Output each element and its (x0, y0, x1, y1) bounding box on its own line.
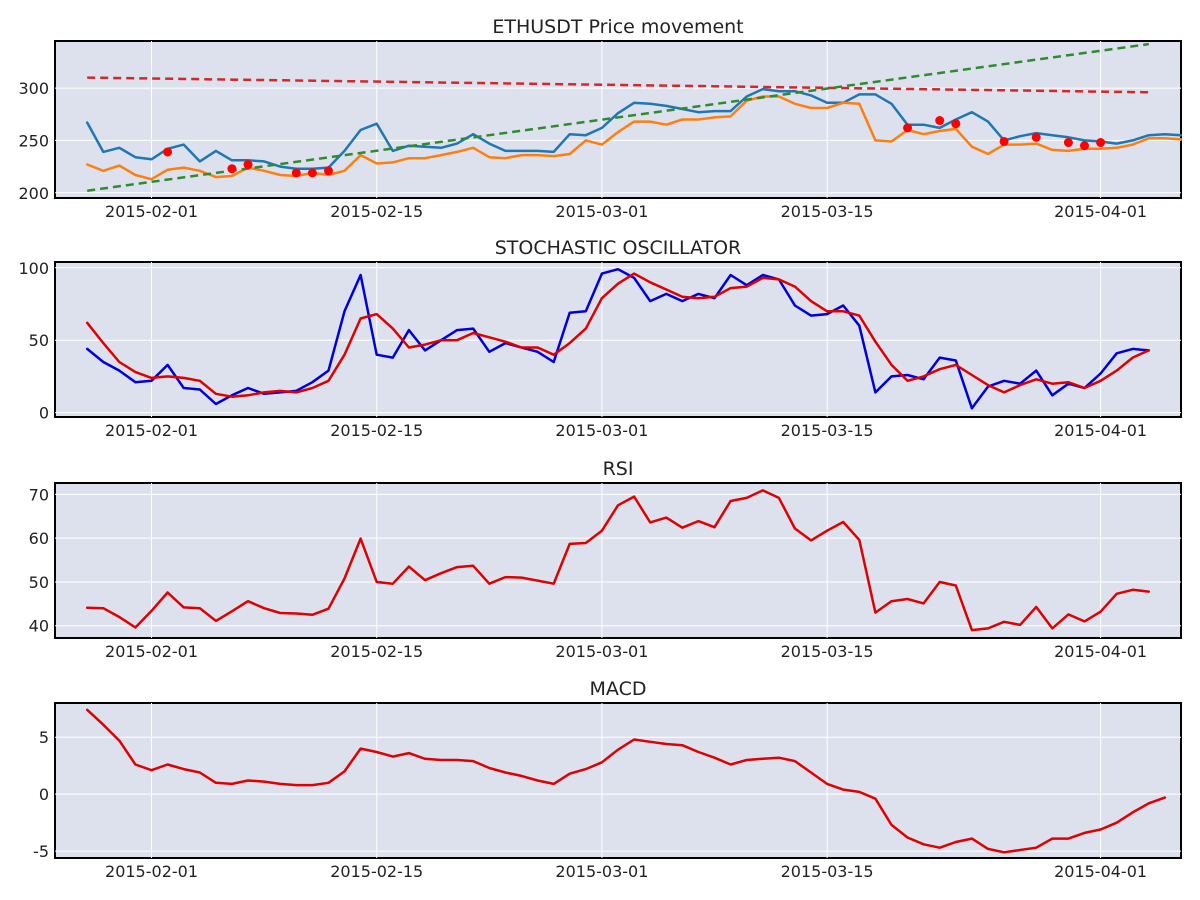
scatter-point (935, 116, 945, 126)
scatter-point (1031, 132, 1041, 142)
plot-area (54, 261, 1182, 418)
scatter-point (291, 168, 301, 178)
chart-title: RSI (603, 458, 634, 480)
plot-area (54, 702, 1182, 859)
y-tick-label: 50 (29, 331, 49, 350)
scatter-point (243, 160, 253, 170)
chart-panel-1: 2015-02-01 2015-02-15 2015-03-01 2015-03-15… (18, 16, 1183, 221)
chart-title: MACD (590, 678, 647, 700)
scatter-point (903, 123, 913, 133)
y-tick-label: 200 (18, 184, 49, 203)
series-line-1 (85, 87, 1183, 170)
x-tick-label: 2015-02-15 (330, 202, 423, 221)
y-tick-label: 250 (18, 131, 49, 150)
x-tick-label: 2015-03-15 (781, 421, 874, 440)
scatter-point (999, 136, 1009, 146)
x-tick-label: 2015-03-01 (555, 421, 648, 440)
x-tick-label: 2015-03-15 (781, 642, 874, 661)
series-line-1 (85, 267, 1151, 410)
x-tick-label: 2015-03-01 (555, 862, 648, 881)
scatter-point (307, 168, 317, 178)
x-tick-label: 2015-04-01 (1054, 202, 1147, 221)
scatter-point (227, 164, 237, 174)
x-tick-label: 2015-04-01 (1054, 642, 1147, 661)
chart-title: STOCHASTIC OSCILLATOR (495, 237, 742, 259)
x-tick-label: 2015-04-01 (1054, 862, 1147, 881)
y-tick-label: -5 (33, 842, 49, 861)
y-tick-label: 40 (29, 617, 49, 636)
scatter-point (1079, 141, 1089, 151)
x-tick-label: 2015-03-01 (555, 642, 648, 661)
x-tick-label: 2015-02-01 (105, 642, 198, 661)
scatter-point (1063, 138, 1073, 148)
x-tick-label: 2015-02-01 (105, 421, 198, 440)
scatter-point (1096, 138, 1106, 148)
plot-area (54, 482, 1182, 639)
y-tick-label: 0 (39, 785, 49, 804)
x-tick-label: 2015-02-01 (105, 862, 198, 881)
series-line-1 (85, 708, 1167, 854)
y-tick-label: 5 (39, 728, 49, 747)
y-tick-label: 50 (29, 573, 49, 592)
y-tick-label: 0 (39, 404, 49, 423)
x-tick-label: 2015-02-15 (330, 421, 423, 440)
scatter-point (323, 166, 333, 176)
x-tick-label: 2015-03-01 (555, 202, 648, 221)
chart-panel-3: 2015-02-01 2015-02-15 2015-03-01 2015-03-15… (29, 458, 1182, 661)
trend-line-4 (87, 42, 1149, 192)
x-tick-label: 2015-03-15 (781, 862, 874, 881)
chart-panel-2: 2015-02-01 2015-02-15 2015-03-01 2015-03-15… (18, 237, 1182, 440)
scatter-point (163, 147, 173, 157)
scatter-series (163, 116, 1106, 178)
y-tick-label: 300 (18, 79, 49, 98)
x-tick-label: 2015-04-01 (1054, 421, 1147, 440)
x-tick-label: 2015-03-15 (781, 202, 874, 221)
y-tick-label: 70 (29, 485, 49, 504)
trend-line-3 (87, 76, 1149, 94)
chart-panel-4: 2015-02-01 2015-02-15 2015-03-01 2015-03-15… (33, 678, 1182, 881)
series-line-2 (85, 272, 1151, 398)
chart-title: ETHUSDT Price movement (492, 16, 743, 38)
plot-area (54, 40, 1182, 199)
scatter-point (951, 119, 961, 129)
series-line-2 (85, 95, 1183, 181)
x-tick-label: 2015-02-15 (330, 862, 423, 881)
y-tick-label: 100 (18, 259, 49, 278)
series-line-1 (85, 489, 1151, 632)
x-tick-label: 2015-02-01 (105, 202, 198, 221)
y-tick-label: 60 (29, 529, 49, 548)
x-tick-label: 2015-02-15 (330, 642, 423, 661)
